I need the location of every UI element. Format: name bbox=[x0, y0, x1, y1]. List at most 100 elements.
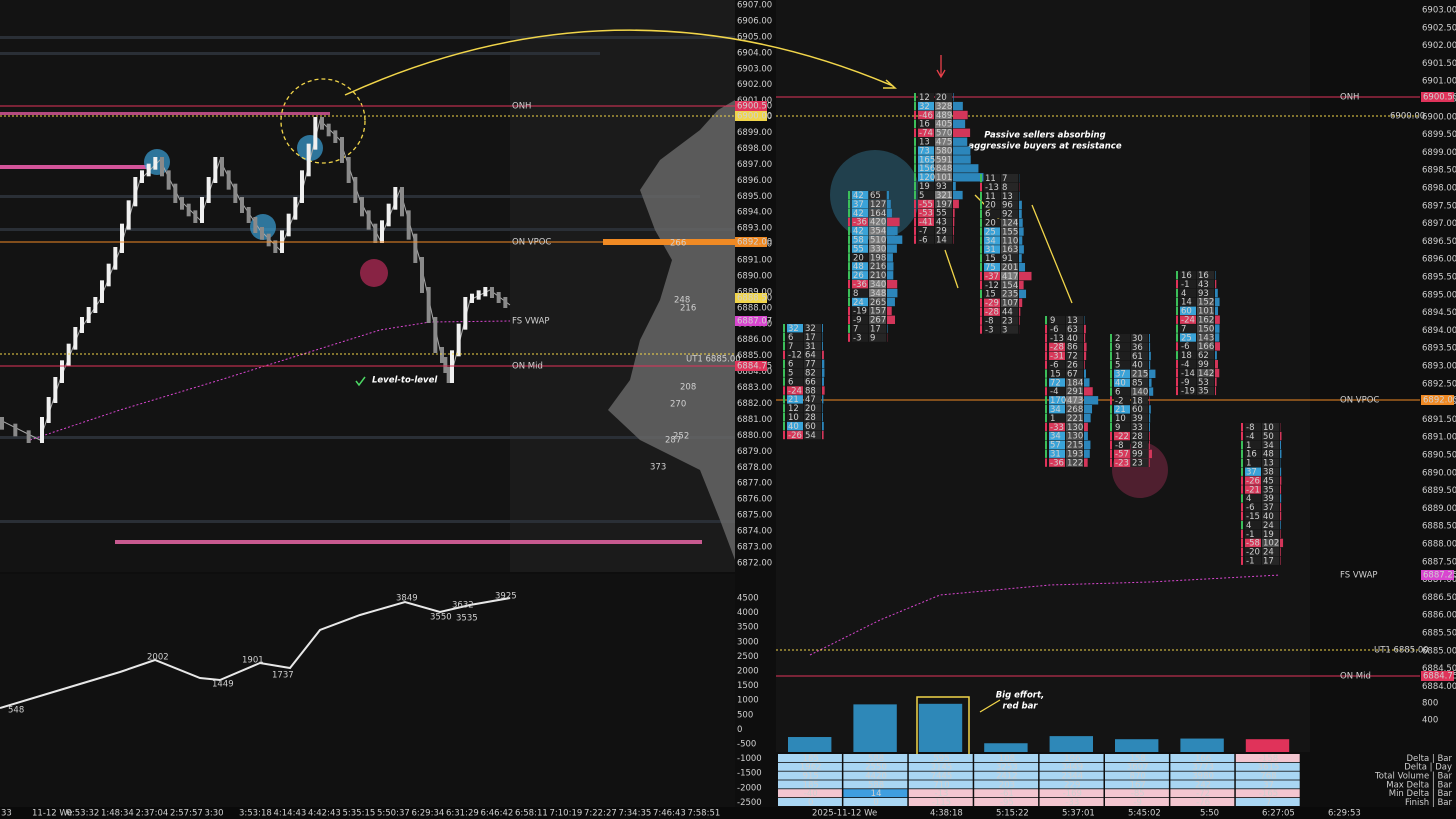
level-label: ON Mid bbox=[512, 362, 543, 372]
volume-value: 43 bbox=[936, 218, 947, 228]
side-strip bbox=[914, 146, 916, 155]
side-strip bbox=[980, 271, 982, 281]
side-strip bbox=[1045, 351, 1047, 360]
volume-cell bbox=[869, 297, 886, 307]
candle bbox=[186, 203, 191, 217]
price-label: 6895.00 bbox=[737, 192, 772, 202]
volume-value: 28 bbox=[1132, 441, 1143, 451]
delta-axis-label: 1500 bbox=[737, 681, 759, 691]
candle bbox=[13, 423, 18, 437]
price-label: 6884.00 bbox=[1422, 682, 1456, 692]
volume-value: 55 bbox=[936, 209, 947, 219]
profile-label: 252 bbox=[673, 432, 689, 442]
delta-value: 40 bbox=[788, 422, 799, 432]
volume-cell bbox=[1001, 174, 1018, 183]
side-strip bbox=[848, 217, 850, 227]
delta-value: -1 bbox=[1181, 280, 1189, 290]
volume-cell bbox=[1262, 547, 1279, 556]
side-strip bbox=[914, 190, 916, 200]
side-strip bbox=[914, 119, 916, 129]
volume-bar bbox=[887, 297, 895, 307]
side-strip bbox=[1045, 396, 1047, 405]
price-tag-text: 6900.50 bbox=[737, 102, 772, 112]
delta-value: 55 bbox=[853, 244, 864, 254]
delta-cell bbox=[787, 377, 803, 386]
volume-value: 101 bbox=[1198, 307, 1214, 317]
price-label: 6900.00 bbox=[1422, 112, 1456, 122]
candle bbox=[260, 227, 264, 240]
volume-bar bbox=[1019, 280, 1024, 290]
side-strip bbox=[1241, 476, 1243, 485]
side-strip bbox=[783, 430, 785, 440]
volume-cell bbox=[1197, 306, 1214, 315]
delta-value: 4 bbox=[1246, 494, 1251, 504]
arrowhead bbox=[883, 79, 897, 89]
volume-cell bbox=[935, 173, 952, 182]
price-label: 6896.50 bbox=[1422, 237, 1456, 247]
cumulative-label: 3925 bbox=[495, 592, 517, 602]
volume-bar bbox=[1280, 440, 1282, 450]
volume-cell bbox=[1131, 423, 1148, 432]
volume-cell bbox=[1131, 449, 1148, 459]
price-tag bbox=[1421, 671, 1454, 681]
side-strip bbox=[1110, 405, 1112, 414]
candle bbox=[306, 143, 311, 177]
delta-value: -28 bbox=[1050, 343, 1064, 353]
delta-cell bbox=[787, 395, 803, 404]
check-icon bbox=[355, 376, 366, 387]
volume-bar bbox=[1084, 333, 1086, 343]
side-strip bbox=[1045, 324, 1047, 334]
price-label: 6885.00 bbox=[737, 351, 772, 361]
delta-value: 4 bbox=[1181, 289, 1186, 299]
table-cell bbox=[908, 798, 973, 806]
candle bbox=[200, 197, 204, 223]
side-strip bbox=[980, 218, 982, 227]
price-tag-text: 6892.00 bbox=[1423, 396, 1456, 406]
volume-value: 215 bbox=[1067, 441, 1083, 451]
side-strip bbox=[1241, 512, 1243, 521]
delta-value: 20 bbox=[985, 201, 996, 211]
delta-cell bbox=[1180, 297, 1196, 307]
delta-value: -37 bbox=[985, 272, 999, 282]
volume-bar bbox=[1280, 449, 1282, 459]
side-strip bbox=[783, 404, 785, 413]
vwap-line bbox=[809, 574, 1281, 656]
volume-bar bbox=[1084, 360, 1085, 369]
delta-cell bbox=[852, 297, 868, 307]
delta-cell bbox=[984, 245, 1000, 254]
price-tag bbox=[735, 361, 767, 371]
side-strip bbox=[1241, 431, 1243, 441]
volume-bar bbox=[1084, 324, 1086, 334]
delta-value: 34 bbox=[1050, 405, 1061, 415]
time-label: 2:37:04 bbox=[136, 809, 169, 819]
volume-value: 164 bbox=[870, 209, 886, 219]
table-value: 2550 bbox=[865, 763, 887, 773]
delta-value: -53 bbox=[919, 209, 933, 219]
side-strip bbox=[980, 182, 982, 192]
volume-bar bbox=[1280, 494, 1282, 503]
volume-value: 20 bbox=[936, 93, 947, 103]
volume-bar bbox=[953, 101, 963, 111]
volume-cell bbox=[1066, 422, 1083, 432]
delta-cell bbox=[852, 244, 868, 253]
volume-value: 29 bbox=[936, 226, 947, 236]
side-strip bbox=[980, 307, 982, 316]
delta-value: 11 bbox=[985, 192, 996, 202]
delta-cell bbox=[1114, 396, 1130, 405]
volume-bar bbox=[887, 208, 892, 218]
delta-value: 31 bbox=[985, 245, 996, 255]
delta-cell bbox=[1245, 529, 1261, 539]
side-strip bbox=[914, 208, 916, 218]
volume-bar bbox=[1149, 342, 1151, 352]
volume-bar bbox=[1149, 405, 1151, 414]
side-strip bbox=[848, 333, 850, 342]
delta-cell bbox=[984, 191, 1000, 201]
time-label: 0:53:32 bbox=[67, 809, 100, 819]
volume-cell bbox=[1066, 351, 1083, 360]
volume-value: 473 bbox=[1067, 396, 1083, 406]
table-cell bbox=[843, 754, 908, 762]
volume-value: 61 bbox=[1132, 352, 1143, 362]
volume-value: 26 bbox=[1067, 360, 1078, 370]
delta-value: -12 bbox=[985, 281, 999, 291]
